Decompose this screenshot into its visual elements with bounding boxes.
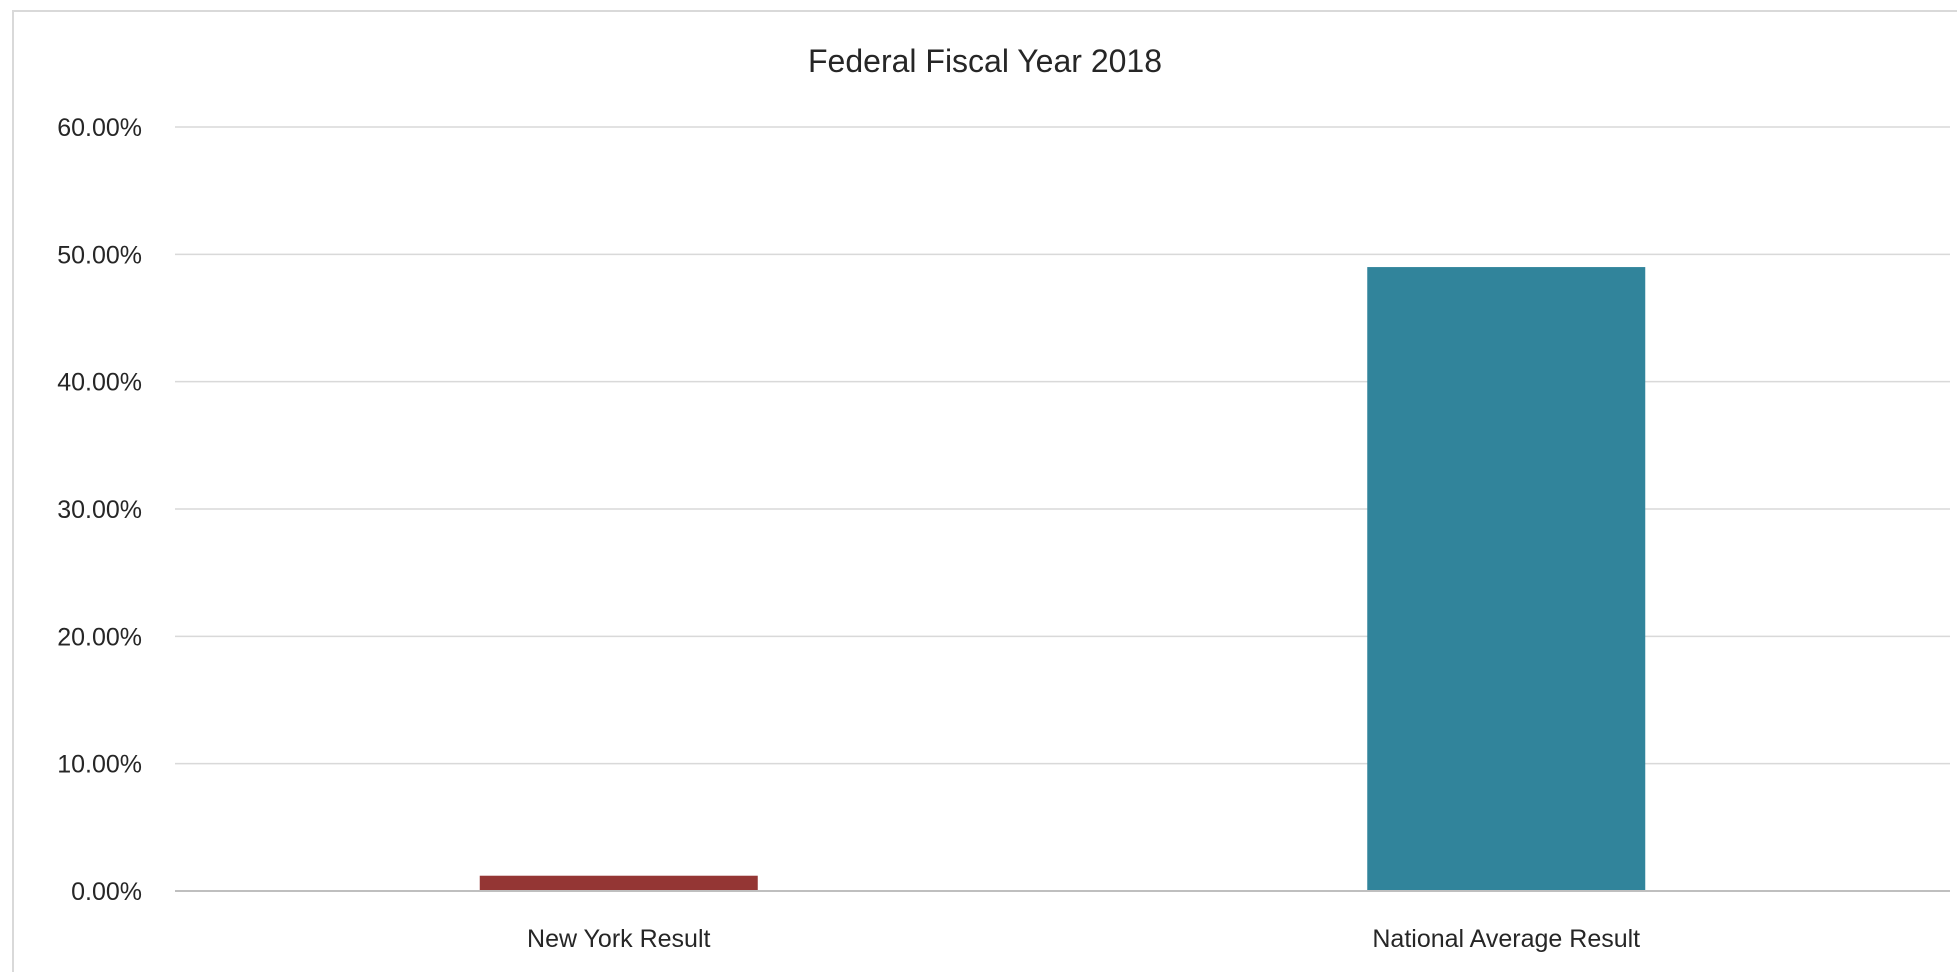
bar-new-york-result xyxy=(479,875,758,891)
y-tick-label: 40.00% xyxy=(57,369,142,397)
bar-national-average-result xyxy=(1367,267,1646,892)
x-axis-category-labels: New York Result National Average Result xyxy=(527,925,1640,953)
y-axis-tick-labels: 0.00% 10.00% 20.00% 30.00% 40.00% 50.00% 60.00… xyxy=(57,114,142,906)
y-tick-label: 0.00% xyxy=(71,878,142,906)
chart-title: Federal Fiscal Year 2018 xyxy=(808,43,1162,79)
x-category-label: New York Result xyxy=(527,925,710,953)
bars xyxy=(479,267,1646,892)
y-tick-label: 20.00% xyxy=(57,623,142,651)
x-category-label: National Average Result xyxy=(1372,925,1640,953)
y-tick-label: 30.00% xyxy=(57,496,142,524)
y-tick-label: 60.00% xyxy=(57,114,142,142)
y-tick-label: 10.00% xyxy=(57,751,142,779)
gridlines xyxy=(175,126,1950,765)
y-tick-label: 50.00% xyxy=(57,241,142,269)
